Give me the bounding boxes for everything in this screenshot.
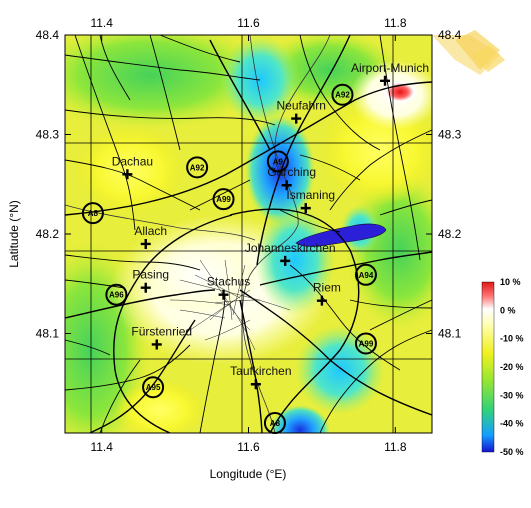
- motorway-circle: [331, 83, 354, 106]
- motorway-circle: [354, 263, 377, 286]
- motorway-circle: [186, 156, 209, 179]
- motorway-layer: A92 A9 A92 A99 A8 A96 A94 A99 A95 A8: [81, 83, 377, 435]
- x-tick-label: 11.4: [90, 440, 113, 454]
- place-marker: Fürstenried: [131, 324, 192, 350]
- cross-icon: [218, 289, 229, 300]
- deviation-field: [65, 35, 432, 433]
- y-tick-label: 48.1: [36, 327, 60, 341]
- y-tick-label-right: 48.2: [438, 227, 462, 241]
- x-tick-label-top: 11.8: [384, 16, 407, 30]
- x-axis-title: Longitude (°E): [210, 467, 287, 481]
- place-label: Ismaning: [286, 188, 335, 202]
- cross-icon: [300, 203, 311, 214]
- motorway-label: A8: [88, 209, 99, 218]
- place-marker: Ismaning: [286, 188, 335, 214]
- road-network: [64, 34, 433, 434]
- place-marker: Taufkirchen: [230, 364, 292, 390]
- motorway-label: A9: [273, 157, 284, 166]
- motorway-circle: [142, 376, 165, 399]
- legend-tick-label: -20 %: [500, 362, 524, 372]
- place-marker: Stachus: [207, 275, 250, 300]
- place-marker: Riem: [313, 281, 341, 306]
- motorway-label: A99: [359, 339, 374, 348]
- legend-tick-label: 10 %: [500, 277, 521, 287]
- cross-icon: [140, 282, 151, 293]
- grid-lines: [65, 35, 432, 433]
- motorway-label: A92: [190, 163, 205, 172]
- place-marker: Allach: [134, 224, 167, 249]
- place-marker: Dachau: [112, 154, 153, 180]
- legend-tick-label: -30 %: [500, 390, 524, 400]
- motorway-label: A99: [216, 195, 231, 204]
- cross-icon: [380, 75, 391, 86]
- place-marker: Pasing: [132, 268, 169, 293]
- place-label: Airport-Munich: [351, 61, 429, 75]
- motorway-label: A94: [359, 271, 374, 280]
- place-layer: Airport-Munich Neufahrn Dachau Garching Isma…: [112, 61, 429, 390]
- place-marker: Airport-Munich: [351, 61, 429, 86]
- y-tick-label-right: 48.3: [438, 128, 462, 142]
- motorway-badge: A99: [212, 188, 235, 211]
- x-tick-label: 11.8: [384, 440, 407, 454]
- motorway-badge: A92: [186, 156, 209, 179]
- place-label: Riem: [313, 281, 341, 295]
- place-label: Neufahrn: [277, 99, 326, 113]
- cross-icon: [151, 339, 162, 350]
- legend-colorbar: [481, 281, 495, 453]
- place-marker: Garching: [267, 165, 316, 191]
- legend-labels: 10 % 0 % -10 % -20 % -30 % -40 % -50 %: [500, 277, 524, 457]
- place-marker: Johanneskirchen: [245, 241, 336, 266]
- place-label: Allach: [134, 224, 167, 238]
- motorway-label: A92: [335, 91, 350, 100]
- motorway-badge: A9: [266, 150, 289, 173]
- y-tick-label: 48.3: [36, 128, 60, 142]
- x-tick-label-top: 11.4: [90, 16, 113, 30]
- motorway-circle: [105, 283, 128, 306]
- legend-tick-label: -40 %: [500, 419, 524, 429]
- y-axis-title: Latitude (°N): [7, 200, 21, 268]
- place-label: Dachau: [112, 154, 153, 168]
- cross-icon: [316, 295, 327, 306]
- tick-layer: 11.4 11.4 11.6 11.6 11.8 11.8 48.1 48.1 48.2 48.2…: [36, 16, 462, 454]
- y-tick-label-right: 48.4: [438, 28, 462, 42]
- y-tick-label: 48.2: [36, 227, 60, 241]
- place-label: Garching: [267, 165, 316, 179]
- watermark-graphic: [432, 30, 505, 75]
- motorway-badge: A95: [142, 376, 165, 399]
- cross-icon: [291, 113, 302, 124]
- x-tick-label-top: 11.6: [237, 16, 260, 30]
- place-label: Fürstenried: [131, 324, 192, 338]
- motorway-label: A95: [146, 383, 161, 392]
- place-marker: Neufahrn: [277, 99, 326, 124]
- motorway-label: A96: [109, 291, 124, 300]
- cross-icon: [250, 379, 261, 390]
- y-tick-label: 48.4: [36, 28, 60, 42]
- motorway-badge: A8: [81, 202, 104, 225]
- y-tick-label-right: 48.1: [438, 327, 462, 341]
- motorway-badge: A96: [105, 283, 128, 306]
- place-label: Johanneskirchen: [245, 241, 336, 255]
- cross-icon: [280, 255, 291, 266]
- place-label: Stachus: [207, 275, 250, 289]
- cross-icon: [140, 238, 151, 249]
- x-tick-label: 11.6: [237, 440, 260, 454]
- motorway-circle: [354, 332, 377, 355]
- motorway-circle: [81, 202, 104, 225]
- motorway-circle: [212, 188, 235, 211]
- legend-tick-label: -10 %: [500, 334, 524, 344]
- motorway-badge: A99: [354, 332, 377, 355]
- motorway-badge: A92: [331, 83, 354, 106]
- cross-icon: [281, 180, 292, 191]
- place-label: Pasing: [132, 268, 169, 282]
- place-label: Taufkirchen: [230, 364, 291, 378]
- cross-icon: [122, 169, 133, 180]
- motorway-badge: A94: [354, 263, 377, 286]
- legend-tick-label: 0 %: [500, 305, 516, 315]
- legend-tick-label: -50 %: [500, 447, 524, 457]
- legend: 10 % 0 % -10 % -20 % -30 % -40 % -50 %: [481, 277, 524, 457]
- motorway-label: A8: [270, 419, 281, 428]
- motorway-circle: [266, 150, 289, 173]
